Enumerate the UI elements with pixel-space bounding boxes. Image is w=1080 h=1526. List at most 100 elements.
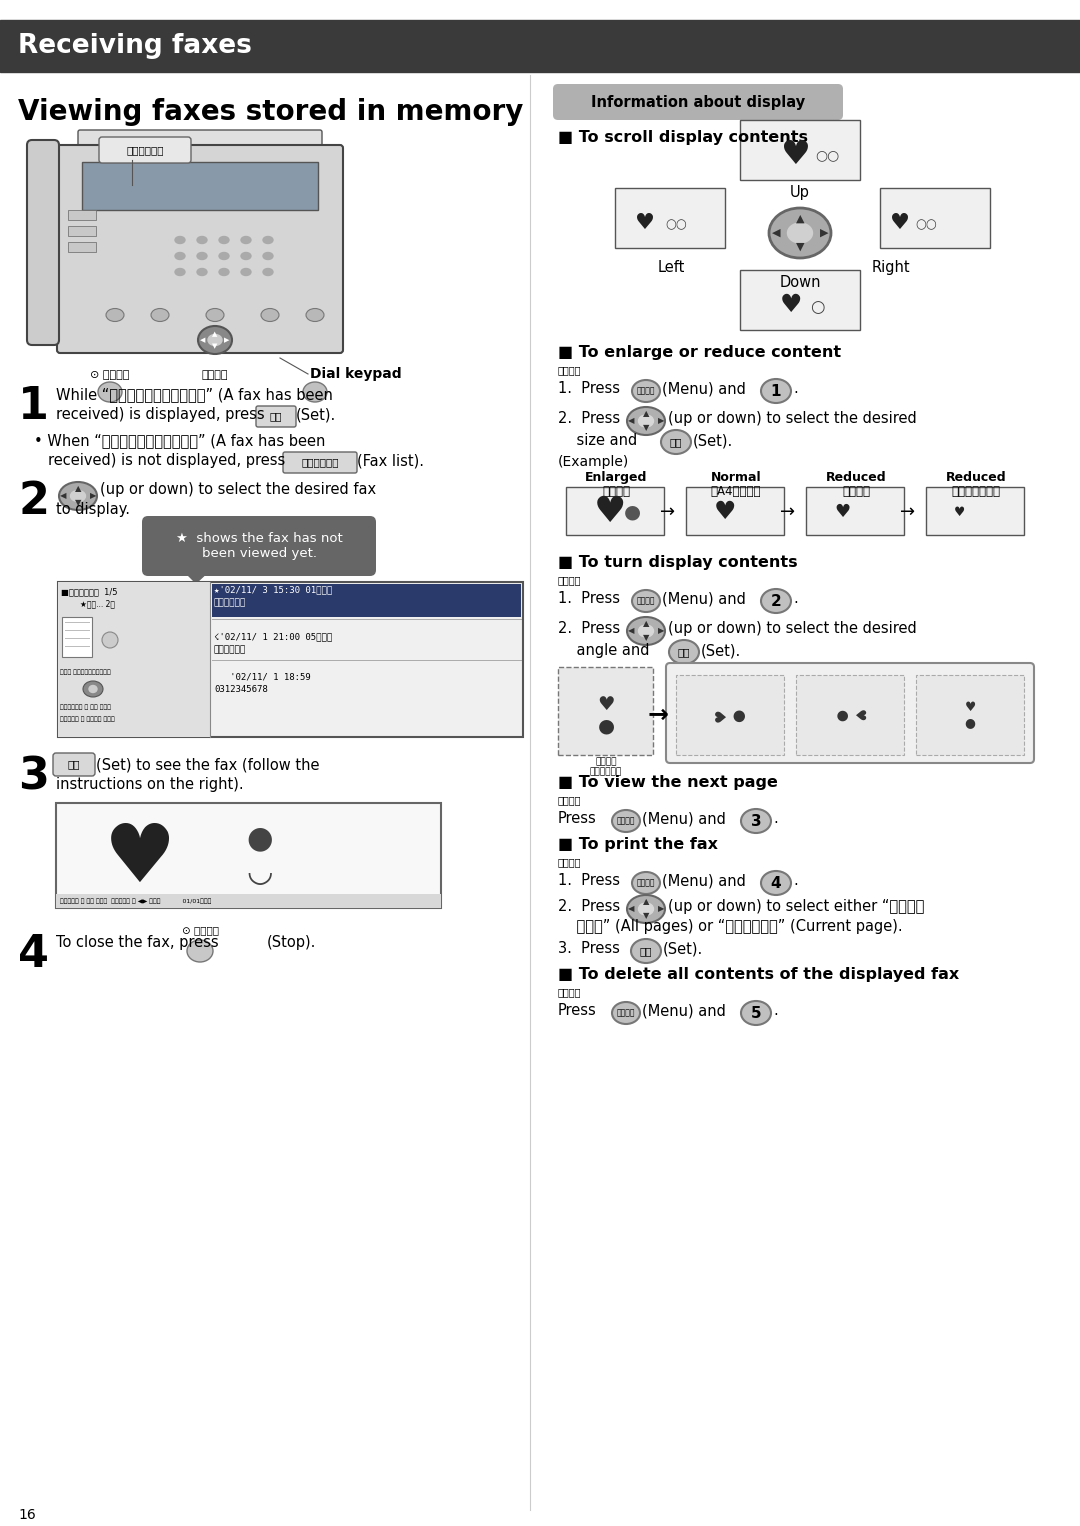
Ellipse shape bbox=[219, 269, 229, 276]
Text: .: . bbox=[793, 873, 798, 888]
FancyBboxPatch shape bbox=[99, 137, 191, 163]
Text: To close the fax, press: To close the fax, press bbox=[56, 935, 218, 951]
Text: （拡大）: （拡大） bbox=[602, 485, 630, 497]
Text: ♥
●: ♥ ● bbox=[964, 700, 975, 729]
Text: ▼: ▼ bbox=[75, 499, 81, 508]
Text: 2.  Press: 2. Press bbox=[558, 899, 620, 914]
Text: ■ To scroll display contents: ■ To scroll display contents bbox=[558, 130, 808, 145]
Text: ♥: ♥ bbox=[104, 821, 176, 899]
Text: メニュー: メニュー bbox=[202, 369, 228, 380]
Ellipse shape bbox=[661, 430, 691, 455]
Text: ○○: ○○ bbox=[815, 148, 839, 162]
Text: 3: 3 bbox=[18, 755, 49, 798]
Text: （縮小）: （縮小） bbox=[842, 485, 870, 497]
Ellipse shape bbox=[70, 490, 85, 502]
Bar bbox=[615, 188, 725, 249]
Text: 決定: 決定 bbox=[270, 410, 282, 421]
Text: 決定: 決定 bbox=[68, 758, 80, 769]
Ellipse shape bbox=[98, 382, 122, 401]
Text: （さらに縮小）: （さらに縮小） bbox=[951, 485, 1000, 497]
Text: ▲: ▲ bbox=[213, 331, 218, 337]
Ellipse shape bbox=[761, 378, 791, 403]
Text: メニュー: メニュー bbox=[637, 879, 656, 888]
Bar bbox=[676, 674, 784, 755]
Bar bbox=[686, 487, 784, 536]
Text: ♥
●: ♥ ● bbox=[835, 708, 865, 722]
Text: .: . bbox=[793, 382, 798, 397]
Ellipse shape bbox=[632, 871, 660, 894]
Ellipse shape bbox=[627, 407, 665, 435]
Ellipse shape bbox=[106, 308, 124, 322]
Text: (Menu) and: (Menu) and bbox=[662, 382, 746, 397]
Ellipse shape bbox=[631, 938, 661, 963]
Bar bbox=[740, 121, 860, 180]
Text: 印刷・削除 は メニュー を押す: 印刷・削除 は メニュー を押す bbox=[60, 716, 114, 722]
Text: Up: Up bbox=[791, 185, 810, 200]
Text: ■ To enlarge or reduce content: ■ To enlarge or reduce content bbox=[558, 345, 841, 360]
FancyBboxPatch shape bbox=[141, 516, 376, 575]
Text: (Set).: (Set). bbox=[663, 942, 703, 955]
Bar bbox=[740, 270, 860, 330]
Ellipse shape bbox=[769, 208, 831, 258]
Text: Right: Right bbox=[872, 259, 910, 275]
Text: received) is displayed, press: received) is displayed, press bbox=[56, 407, 265, 423]
Text: 4: 4 bbox=[18, 932, 49, 977]
Text: Reduced: Reduced bbox=[946, 472, 1007, 484]
Text: 2: 2 bbox=[18, 481, 49, 523]
Ellipse shape bbox=[761, 871, 791, 896]
Text: 決定: 決定 bbox=[670, 436, 683, 447]
Text: ▲: ▲ bbox=[796, 214, 805, 224]
Ellipse shape bbox=[241, 252, 251, 259]
Bar bbox=[68, 243, 96, 252]
Text: →: → bbox=[901, 504, 916, 520]
Bar bbox=[56, 894, 441, 908]
Text: Dial keypad: Dial keypad bbox=[310, 366, 402, 382]
Text: (Menu) and: (Menu) and bbox=[642, 1003, 726, 1018]
Text: 4: 4 bbox=[771, 876, 781, 891]
Text: ◀: ◀ bbox=[772, 227, 780, 238]
Text: ★'02/11/ 3 15:30 01ページ: ★'02/11/ 3 15:30 01ページ bbox=[214, 584, 333, 594]
Ellipse shape bbox=[669, 639, 699, 664]
Text: ▶: ▶ bbox=[225, 337, 230, 343]
Text: 1.  Press: 1. Press bbox=[558, 591, 620, 606]
Text: While “ファクスを受信しました” (A fax has been: While “ファクスを受信しました” (A fax has been bbox=[56, 388, 333, 401]
Bar bbox=[58, 581, 210, 737]
Ellipse shape bbox=[187, 940, 213, 961]
Bar bbox=[796, 674, 904, 755]
Text: ▶: ▶ bbox=[820, 227, 828, 238]
Text: ■ To print the fax: ■ To print the fax bbox=[558, 836, 718, 852]
Ellipse shape bbox=[241, 237, 251, 244]
Ellipse shape bbox=[198, 327, 232, 354]
Text: ♥: ♥ bbox=[834, 504, 850, 520]
Text: Information about display: Information about display bbox=[591, 95, 805, 110]
Text: ●: ● bbox=[624, 502, 642, 522]
Bar bbox=[82, 162, 318, 211]
Text: スズキヒロシ: スズキヒロシ bbox=[214, 645, 246, 655]
Text: 3.  Press: 3. Press bbox=[558, 942, 620, 955]
Text: 操作・印刷 は 決定 を押す  画面の移動 は ◀▶ を押す           01/01ページ: 操作・印刷 は 決定 を押す 画面の移動 は ◀▶ を押す 01/01ページ bbox=[60, 899, 212, 903]
Text: ▼: ▼ bbox=[796, 243, 805, 252]
Text: →: → bbox=[661, 504, 676, 520]
Text: ▶: ▶ bbox=[90, 491, 96, 501]
Text: ページ” (All pages) or “現在のページ” (Current page).: ページ” (All pages) or “現在のページ” (Current pa… bbox=[558, 919, 903, 934]
FancyBboxPatch shape bbox=[666, 662, 1034, 763]
Text: • When “ファクスを受信しました” (A fax has been: • When “ファクスを受信しました” (A fax has been bbox=[33, 433, 325, 449]
Text: (up or down) to select the desired fax: (up or down) to select the desired fax bbox=[100, 482, 376, 497]
Ellipse shape bbox=[261, 308, 279, 322]
Text: ■ To view the next page: ■ To view the next page bbox=[558, 775, 778, 790]
Text: (up or down) to select either “すべての: (up or down) to select either “すべての bbox=[669, 899, 924, 914]
Ellipse shape bbox=[741, 809, 771, 833]
Ellipse shape bbox=[197, 237, 207, 244]
Text: 5: 5 bbox=[751, 1006, 761, 1021]
Text: received) is not displayed, press: received) is not displayed, press bbox=[48, 453, 285, 468]
Text: Viewing faxes stored in memory: Viewing faxes stored in memory bbox=[18, 98, 524, 127]
Ellipse shape bbox=[264, 269, 273, 276]
Text: ▲: ▲ bbox=[643, 409, 649, 418]
Text: メニュー: メニュー bbox=[558, 858, 581, 867]
Text: ▶: ▶ bbox=[658, 627, 664, 635]
Bar bbox=[212, 584, 521, 617]
Bar bbox=[58, 581, 523, 737]
Text: ♥: ♥ bbox=[635, 214, 654, 233]
Bar bbox=[916, 674, 1024, 755]
Text: ▼: ▼ bbox=[643, 633, 649, 642]
